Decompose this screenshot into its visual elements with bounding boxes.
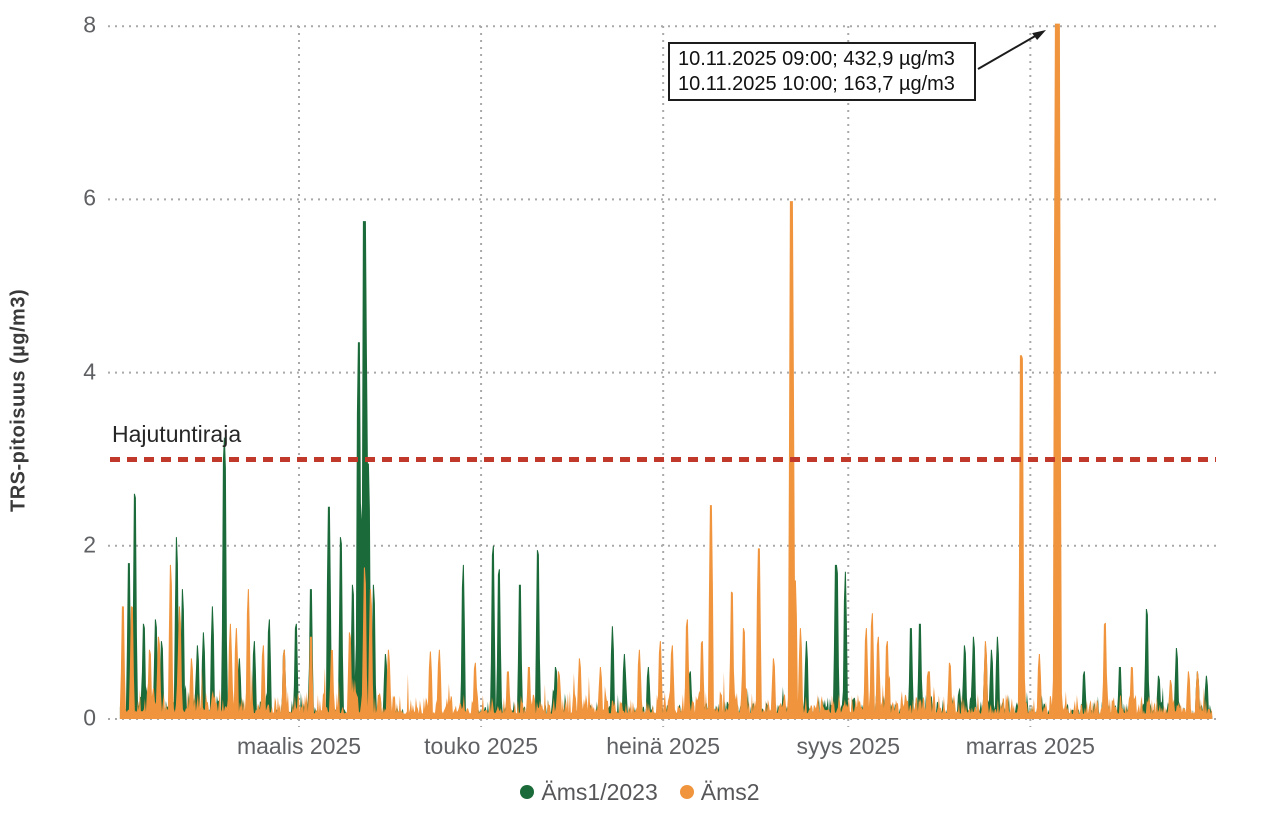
x-tick-label: marras 2025 bbox=[965, 733, 1095, 759]
y-tick-label-8: 8 bbox=[83, 11, 96, 38]
x-tick-label: syys 2025 bbox=[796, 733, 901, 759]
y-tick-label-0: 0 bbox=[83, 704, 96, 731]
series-area-ams1 bbox=[119, 221, 1213, 719]
x-tick-label: maalis 2025 bbox=[236, 733, 362, 759]
x-tick-label: heinä 2025 bbox=[606, 733, 721, 759]
legend-item-ams2[interactable]: Äms2 bbox=[679, 778, 760, 806]
threshold-label: Hajutuntiraja bbox=[112, 421, 242, 447]
horizontal-gridlines bbox=[108, 25, 1216, 720]
legend-dot-ams2 bbox=[679, 785, 694, 799]
y-tick-label-6: 6 bbox=[83, 184, 96, 211]
y-axis-title: TRS-pitoisuus (µg/m3) bbox=[7, 288, 30, 512]
vertical-gridlines bbox=[298, 26, 1032, 727]
legend-item-ams1[interactable]: Äms1/2023 bbox=[520, 778, 658, 806]
annotation-arrow bbox=[977, 30, 1046, 70]
legend: Äms1/2023 Äms2 bbox=[0, 776, 1280, 808]
annotation-line-2: 10.11.2025 10:00; 163,7 µg/m3 bbox=[678, 73, 955, 95]
legend-dot-ams1 bbox=[520, 785, 535, 799]
legend-label-ams1: Äms1/2023 bbox=[541, 778, 658, 805]
annotation-line-1: 10.11.2025 09:00; 432,9 µg/m3 bbox=[678, 48, 955, 70]
series-area-ams2 bbox=[119, 23, 1213, 720]
annotation-box: 10.11.2025 09:00; 432,9 µg/m3 10.11.2025… bbox=[668, 42, 976, 101]
y-tick-label-2: 2 bbox=[83, 531, 96, 558]
x-tick-label: touko 2025 bbox=[424, 733, 538, 759]
legend-label-ams2: Äms2 bbox=[700, 778, 760, 805]
y-tick-label-4: 4 bbox=[83, 358, 96, 385]
